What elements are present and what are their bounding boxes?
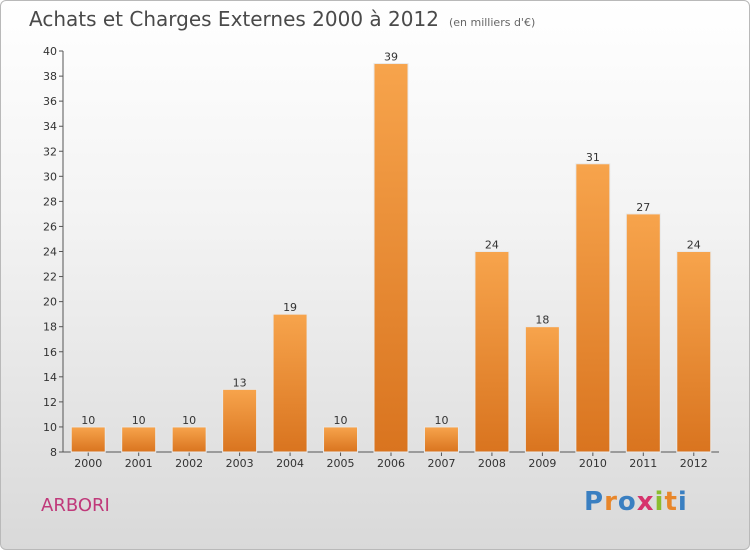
value-label-2004: 19 xyxy=(283,301,297,314)
commune-name: ARBORI xyxy=(41,495,110,516)
value-label-2012: 24 xyxy=(687,239,701,252)
x-tick-label-2004: 2004 xyxy=(276,457,304,470)
value-label-2009: 18 xyxy=(535,314,549,327)
value-label-2008: 24 xyxy=(485,239,499,252)
chart-title-text: Achats et Charges Externes 2000 à 2012 xyxy=(29,7,439,31)
bars xyxy=(70,63,712,453)
proxiti-logo[interactable]: Proxiti xyxy=(584,487,688,517)
x-tick-label-2003: 2003 xyxy=(226,457,254,470)
logo-letter: i xyxy=(677,487,688,517)
bar-2009 xyxy=(524,326,560,453)
y-tick-label: 34 xyxy=(43,120,57,133)
bar-2010 xyxy=(575,163,611,453)
y-tick-label: 22 xyxy=(43,271,57,284)
bar-2001 xyxy=(121,426,157,453)
chart-title: Achats et Charges Externes 2000 à 2012 (e… xyxy=(29,7,535,31)
value-label-2003: 13 xyxy=(233,376,247,389)
logo-letter: P xyxy=(584,487,605,517)
bar-2005 xyxy=(323,426,359,453)
x-tick-label-2010: 2010 xyxy=(579,457,607,470)
bar-2006 xyxy=(373,63,409,453)
x-tick-label-2008: 2008 xyxy=(478,457,506,470)
logo-letter: o xyxy=(617,487,637,517)
y-tick-label: 32 xyxy=(43,145,57,158)
value-label-2002: 10 xyxy=(182,414,196,427)
y-tick-label: 14 xyxy=(43,371,57,384)
bar-2004 xyxy=(272,313,308,453)
x-tick-label-2000: 2000 xyxy=(74,457,102,470)
bar-2012 xyxy=(676,251,712,453)
value-label-2006: 39 xyxy=(384,51,398,64)
y-tick-label: 26 xyxy=(43,220,57,233)
value-label-2001: 10 xyxy=(132,414,146,427)
bar-2011 xyxy=(625,213,661,453)
y-tick-label: 18 xyxy=(43,321,57,334)
y-tick-label: 24 xyxy=(43,246,57,259)
logo-letter: x xyxy=(636,487,655,517)
value-label-2000: 10 xyxy=(81,414,95,427)
logo-letter: t xyxy=(664,487,678,517)
y-tick-label: 10 xyxy=(43,421,57,434)
y-tick-label: 36 xyxy=(43,95,57,108)
value-label-2007: 10 xyxy=(434,414,448,427)
y-tick-label: 30 xyxy=(43,170,57,183)
y-tick-label: 8 xyxy=(50,446,57,459)
y-tick-label: 38 xyxy=(43,70,57,83)
value-label-2010: 31 xyxy=(586,151,600,164)
x-tick-label-2007: 2007 xyxy=(427,457,455,470)
x-tick-label-2002: 2002 xyxy=(175,457,203,470)
chart-subtitle: (en milliers d'€) xyxy=(448,16,536,29)
bar-2002 xyxy=(171,426,207,453)
y-tick-label: 40 xyxy=(43,45,57,58)
value-labels: 10 10 10 13 19 10 39 10 24 18 31 27 24 xyxy=(81,51,701,427)
y-tick-label: 12 xyxy=(43,396,57,409)
x-tick-label-2012: 2012 xyxy=(680,457,708,470)
bar-2003 xyxy=(222,388,258,453)
x-tick-label-2011: 2011 xyxy=(629,457,657,470)
bar-2008 xyxy=(474,251,510,453)
y-tick-label: 28 xyxy=(43,195,57,208)
bar-2007 xyxy=(423,426,459,453)
x-tick-label-2005: 2005 xyxy=(327,457,355,470)
x-tick-label-2006: 2006 xyxy=(377,457,405,470)
bar-2000 xyxy=(70,426,106,453)
value-label-2005: 10 xyxy=(334,414,348,427)
x-axis: 2000 2001 2002 2003 2004 2005 2006 2007 2008 2009… xyxy=(63,451,719,470)
y-axis: 8 10 12 14 16 18 20 22 24 26 28 30 32 34 36 38 40 xyxy=(43,45,64,459)
y-tick-label: 16 xyxy=(43,346,57,359)
x-tick-label-2001: 2001 xyxy=(125,457,153,470)
y-tick-label: 20 xyxy=(43,296,57,309)
logo-letter: i xyxy=(654,487,665,517)
x-tick-label-2009: 2009 xyxy=(528,457,556,470)
logo-letter: r xyxy=(604,487,618,517)
value-label-2011: 27 xyxy=(636,201,650,214)
